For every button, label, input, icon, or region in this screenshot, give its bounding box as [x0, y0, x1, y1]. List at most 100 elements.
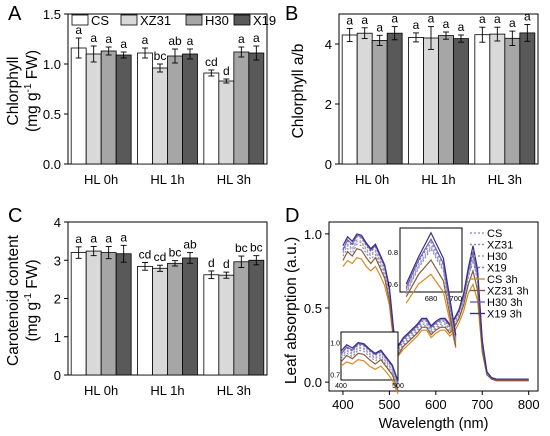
x-tick-label: HL 0h	[84, 383, 118, 398]
significance-label: bc	[169, 246, 182, 260]
series-line	[340, 343, 399, 383]
significance-label: cd	[154, 250, 167, 264]
plot-frame	[328, 221, 539, 392]
inset-y-tick-label: 0.7	[330, 373, 340, 380]
x-tick-label: HL 1h	[150, 172, 184, 187]
legend-label: CS	[487, 228, 502, 240]
legend-label: X19	[253, 13, 276, 28]
series-line	[340, 352, 399, 391]
x-tick-label: HL 3h	[217, 383, 251, 398]
bar	[233, 51, 250, 165]
bar	[203, 274, 220, 376]
bar	[341, 34, 358, 165]
panel-letter: D	[285, 205, 299, 227]
significance-label: ab	[183, 238, 197, 252]
significance-label: a	[494, 12, 501, 26]
legend-swatch	[120, 14, 138, 26]
significance-label: a	[187, 34, 194, 48]
bar	[167, 262, 183, 376]
x-tick-label: HL 0h	[84, 172, 118, 187]
bar	[386, 32, 403, 165]
y-tick-label: 0	[54, 368, 61, 383]
significance-label: a	[509, 16, 516, 30]
x-tick-label: HL 0h	[355, 172, 389, 187]
bar	[519, 32, 536, 165]
significance-label: d	[208, 256, 215, 270]
legend-label: XZ31	[487, 240, 513, 252]
significance-label: a	[105, 231, 112, 245]
y-axis-label: Leaf absorption (a.u.)	[283, 237, 300, 384]
bar	[152, 67, 168, 165]
significance-label: bc	[154, 49, 167, 63]
legend-label: X19 3h	[487, 309, 522, 321]
series-line	[340, 344, 399, 384]
y-axis-label-line1: Carotenoid content	[5, 234, 22, 366]
bar	[167, 55, 183, 165]
significance-label: a	[376, 20, 383, 34]
legend-label: H30	[205, 13, 229, 28]
significance-label: a	[346, 13, 353, 27]
legend-label: CS 3h	[487, 274, 518, 286]
series-line	[405, 246, 457, 342]
x-tick-label: HL 3h	[217, 172, 251, 187]
bar	[85, 250, 102, 376]
y-axis-label: Chlorphyll a/b	[290, 44, 307, 139]
x-axis-label: Wavelength (nm)	[379, 416, 489, 432]
bar	[423, 37, 439, 165]
series-line	[340, 349, 399, 389]
significance-label: a	[413, 18, 420, 32]
significance-label: ab	[168, 34, 182, 48]
legend-swatch	[71, 14, 89, 26]
legend-label: H30	[487, 251, 507, 263]
significance-label: a	[75, 232, 82, 246]
series-line	[405, 231, 457, 336]
inset-y-tick-label: 0.8	[388, 248, 398, 257]
significance-label: a	[361, 13, 368, 27]
significance-label: a	[458, 20, 465, 34]
y-tick-label: 2	[325, 97, 332, 112]
bar	[218, 274, 235, 376]
series-line	[405, 258, 457, 347]
series-line	[405, 273, 457, 349]
significance-label: a	[443, 17, 450, 31]
y-axis-label-line2-end: FW)	[24, 259, 41, 293]
y-tick-label: 0.0	[43, 157, 61, 172]
y-tick-label: 0.0	[304, 375, 322, 390]
y-axis-label-line2-end: FW)	[24, 50, 41, 84]
legend-label: CS	[91, 13, 109, 28]
significance-label: a	[75, 23, 82, 37]
bar	[100, 50, 117, 165]
significance-label: a	[120, 37, 127, 51]
bar	[137, 265, 153, 376]
panel-letter: C	[8, 205, 22, 227]
bar	[70, 252, 87, 376]
bar	[218, 80, 235, 165]
inset-x-tick-label: 700	[450, 294, 463, 303]
significance-label: a	[105, 32, 112, 46]
bar	[248, 259, 265, 376]
bar	[85, 53, 102, 165]
significance-label: a	[524, 10, 531, 24]
y-tick-label: 0	[325, 157, 332, 172]
bar	[371, 40, 388, 165]
legend-swatch	[233, 14, 251, 26]
series-line	[405, 247, 457, 345]
y-axis-label-superscript: -1	[23, 83, 34, 92]
bar	[438, 35, 454, 165]
series-line	[342, 247, 529, 382]
significance-label: bc	[250, 241, 263, 255]
bar	[70, 47, 87, 165]
series-line	[340, 342, 399, 382]
x-tick-label: HL 3h	[488, 172, 522, 187]
bar	[489, 33, 506, 165]
significance-label: cd	[139, 248, 152, 262]
legend-swatch	[185, 14, 203, 26]
y-tick-label: 2	[54, 292, 61, 307]
significance-label: a	[479, 12, 486, 26]
bar	[356, 32, 373, 165]
inset-y-tick-label: 1.0	[330, 341, 340, 348]
